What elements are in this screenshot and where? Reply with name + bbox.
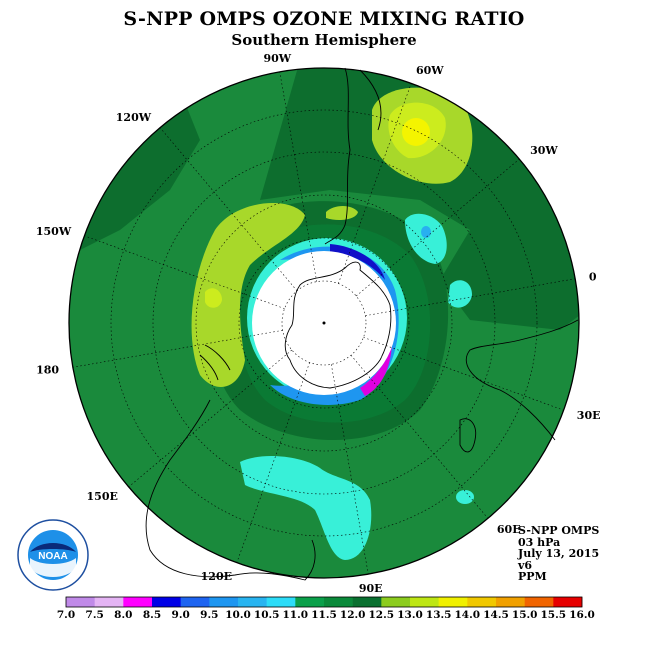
logo-wave — [30, 558, 76, 577]
longitude-label: 60W — [416, 64, 444, 77]
meridian-line — [355, 158, 520, 297]
page-title: S-NPP OMPS OZONE MIXING RATIO — [123, 8, 525, 30]
meridian-line — [84, 235, 285, 309]
cyan-patch — [456, 490, 474, 504]
latitude-circle — [110, 109, 538, 537]
longitude-label: 90W — [263, 52, 291, 65]
magenta-crescent — [360, 345, 392, 396]
south-pole-dot — [322, 321, 326, 325]
meridian-line — [350, 354, 489, 519]
yellow-spot — [402, 118, 430, 146]
new-zealand-coast — [199, 344, 231, 381]
logo-text: NOAA — [38, 551, 67, 562]
cyan-patch — [405, 213, 447, 264]
graticule — [72, 71, 576, 575]
cyan-patch — [240, 456, 372, 560]
info-level: 03 hPa — [518, 535, 561, 549]
meridian-line — [72, 329, 283, 368]
page-subtitle: Southern Hemisphere — [231, 31, 417, 49]
lime-spot — [205, 288, 222, 308]
noaa-logo: NOAA — [17, 519, 89, 591]
info-units: PPM — [518, 570, 547, 583]
cyan-patch — [448, 280, 472, 308]
south-america-coast — [324, 67, 382, 245]
meridian-line — [365, 278, 576, 317]
madagascar-coast — [459, 418, 477, 453]
latitude-circle — [238, 237, 410, 409]
meridian-line — [363, 337, 564, 411]
australia-coast — [145, 399, 316, 581]
longitude-label: 150E — [87, 490, 118, 503]
longitude-label: 0 — [589, 270, 597, 283]
coastlines — [145, 67, 579, 581]
light-blue-spot — [421, 226, 431, 238]
latitude-circle — [195, 194, 453, 452]
latitude-circle — [281, 280, 367, 366]
longitude-label: 120W — [116, 111, 152, 124]
longitude-label: 30E — [577, 409, 601, 422]
longitude-label: 60E — [497, 523, 521, 536]
lime-spot — [326, 206, 358, 220]
antarctica-coast — [284, 261, 392, 389]
longitude-label: 180 — [36, 364, 59, 377]
africa-coast — [465, 319, 579, 441]
info-date: July 13, 2015 — [518, 547, 600, 560]
longitude-label: 90E — [359, 582, 383, 595]
info-version: v6 — [518, 558, 533, 572]
longitude-label: 150W — [36, 225, 72, 238]
navy-crescent — [330, 244, 385, 280]
info-panel: S-NPP OMPS 03 hPa July 13, 2015 v6 PPM — [518, 525, 599, 583]
meridian-line — [279, 71, 318, 282]
map-boundary — [68, 67, 580, 579]
info-instrument: S-NPP OMPS — [518, 524, 600, 537]
longitude-label: 120E — [201, 570, 232, 583]
logo-bird — [30, 543, 76, 552]
meridian-line — [330, 364, 369, 575]
latitude-circle — [152, 151, 496, 495]
meridian-line — [338, 83, 412, 284]
longitude-label: 30W — [530, 144, 558, 157]
